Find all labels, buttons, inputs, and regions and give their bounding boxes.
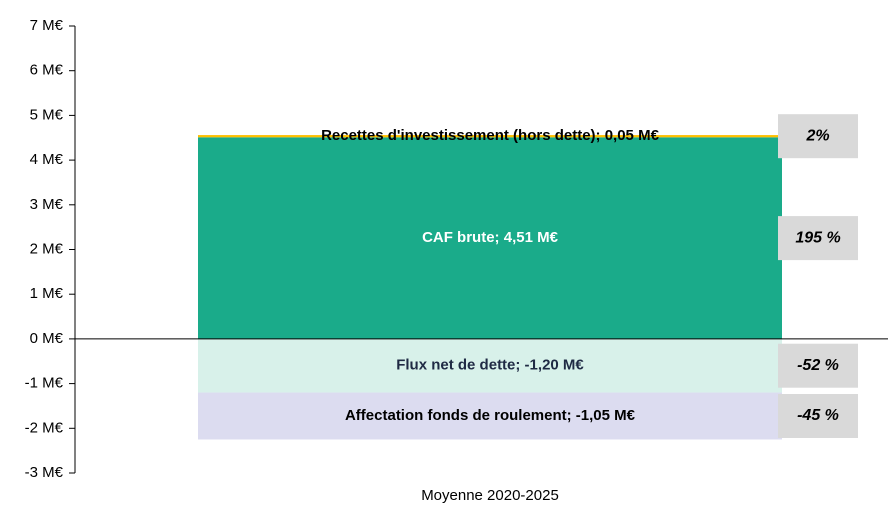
share-label: -45 %	[797, 407, 839, 424]
y-tick-label: 5 M€	[30, 106, 64, 123]
segment-label: Affectation fonds de roulement; -1,05 M€	[345, 407, 636, 424]
bar-segment	[198, 135, 782, 138]
share-box	[778, 343, 858, 388]
segment-label: Recettes d'investissement (hors dette); …	[321, 127, 660, 144]
share-label: -52 %	[797, 357, 839, 374]
segment-label: CAF brute; 4,51 M€	[422, 229, 559, 246]
y-tick-label: -3 M€	[25, 464, 64, 481]
y-tick-label: 0 M€	[30, 330, 64, 347]
y-tick-label: 2 M€	[30, 240, 64, 257]
y-tick-label: -1 M€	[25, 375, 64, 392]
bar-segment	[198, 137, 782, 339]
share-label: 195 %	[795, 229, 840, 246]
y-tick-label: 1 M€	[30, 285, 64, 302]
share-box	[778, 216, 858, 261]
y-tick-label: 4 M€	[30, 151, 64, 168]
share-label: 2%	[805, 127, 829, 144]
segment-label: Flux net de dette; -1,20 M€	[396, 357, 584, 374]
y-tick-label: 3 M€	[30, 196, 64, 213]
bar-segment	[198, 392, 782, 440]
y-tick-label: -2 M€	[25, 419, 64, 436]
y-tick-label: 7 M€	[30, 17, 64, 34]
bar-segment	[198, 338, 782, 393]
y-tick-label: 6 M€	[30, 62, 64, 79]
share-box	[778, 394, 858, 439]
share-box	[778, 114, 858, 159]
x-tick-label: Moyenne 2020-2025	[421, 487, 559, 504]
